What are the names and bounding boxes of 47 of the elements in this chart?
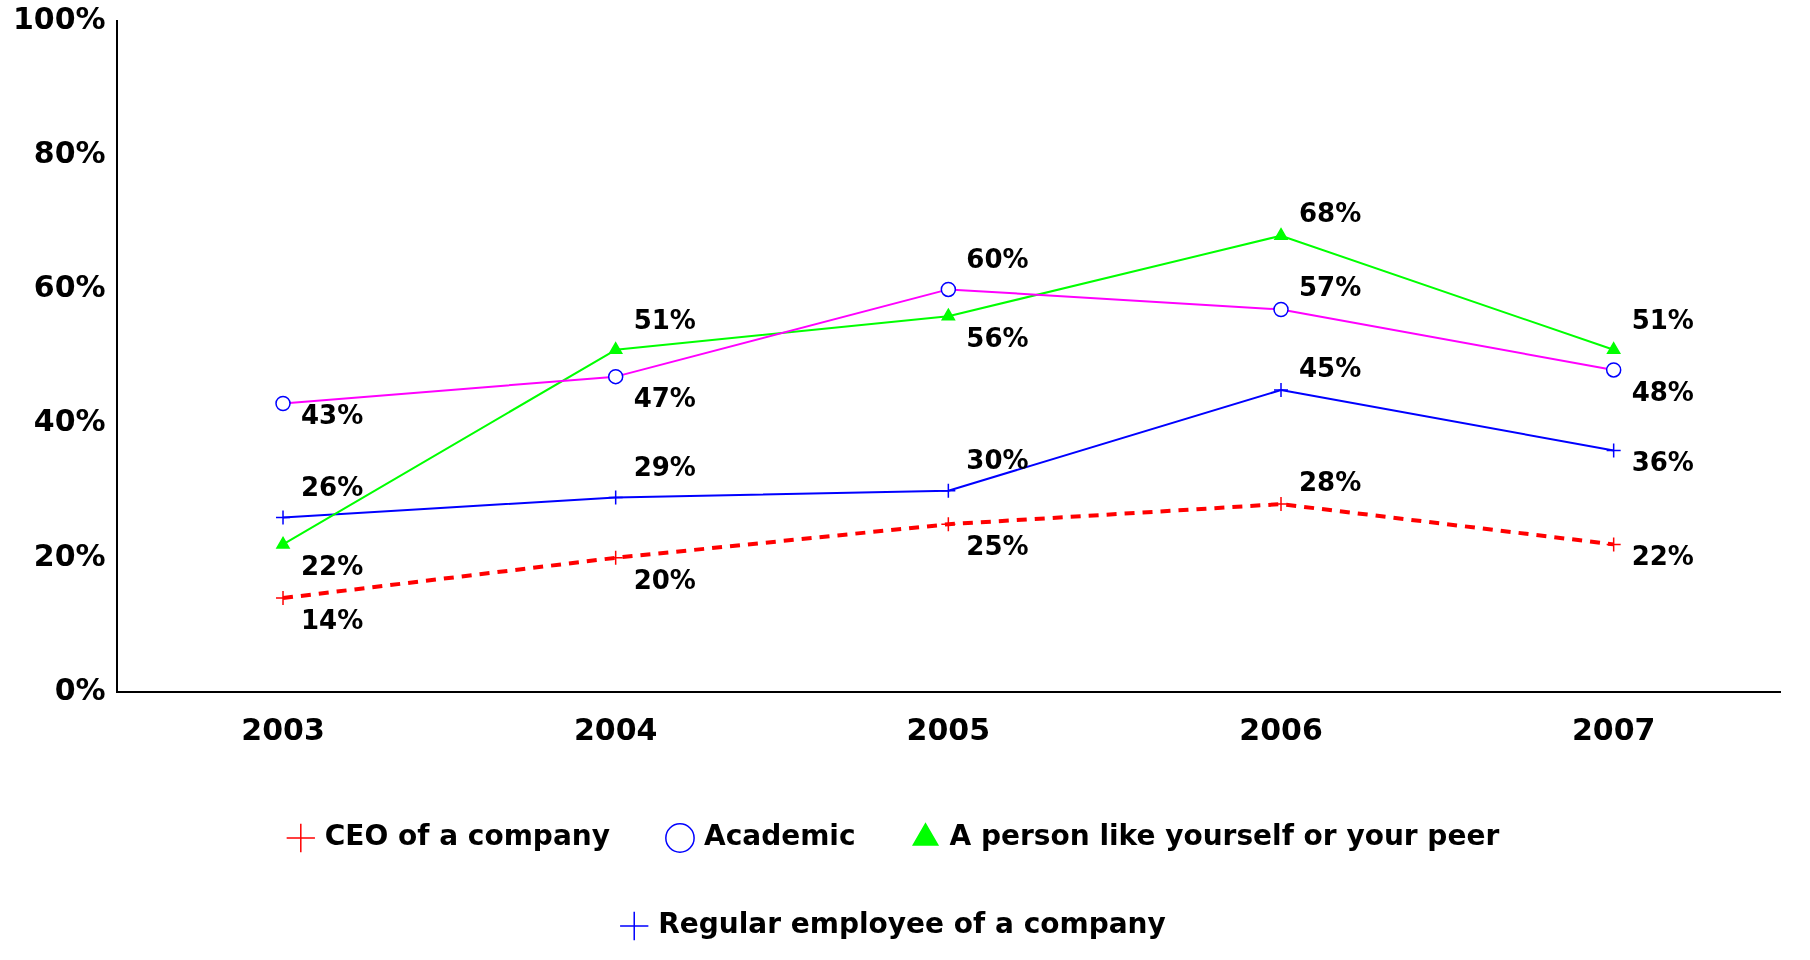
point xyxy=(608,342,623,355)
data-label: 56% xyxy=(966,322,1029,353)
y-tick-label: 0% xyxy=(54,671,106,707)
legend-label: A person like yourself or your peer xyxy=(949,819,1500,853)
data-label: 48% xyxy=(1631,376,1694,407)
point xyxy=(276,536,290,549)
data-label: 25% xyxy=(966,531,1029,561)
point xyxy=(940,482,957,499)
x-tick-label: 2003 xyxy=(241,711,325,747)
data-label: 26% xyxy=(301,472,364,503)
x-tick-label: 2004 xyxy=(573,711,658,747)
data-label: 36% xyxy=(1631,447,1694,478)
data-label: 14% xyxy=(301,604,364,635)
data-label: 30% xyxy=(966,445,1029,476)
point xyxy=(1605,442,1622,459)
data-label: 28% xyxy=(1299,466,1362,497)
y-tick-label: 20% xyxy=(33,537,106,573)
point xyxy=(941,308,956,321)
data-label: 68% xyxy=(1299,198,1362,229)
data-label: 22% xyxy=(1631,541,1694,572)
data-label: 22% xyxy=(301,551,364,582)
data-label: 20% xyxy=(633,564,696,595)
point xyxy=(1274,227,1288,240)
y-tick-label: 100% xyxy=(12,0,106,36)
point xyxy=(1606,342,1621,355)
x-tick-label: 2007 xyxy=(1571,711,1656,747)
point xyxy=(607,489,624,506)
data-label: 29% xyxy=(633,452,696,483)
data-label: 43% xyxy=(301,400,364,431)
y-tick-label: 80% xyxy=(33,135,106,170)
point xyxy=(275,509,291,526)
point xyxy=(1605,536,1622,553)
legend-label: CEO of a company xyxy=(324,819,610,853)
data-label: 51% xyxy=(633,304,696,335)
data-label: 51% xyxy=(1631,304,1694,335)
legend-label: Academic xyxy=(703,819,856,853)
data-label: 57% xyxy=(1299,272,1362,303)
y-tick-label: 40% xyxy=(33,403,106,439)
point xyxy=(940,516,957,532)
y-tick-label: 60% xyxy=(33,269,106,305)
x-tick-label: 2006 xyxy=(1239,711,1323,747)
x-tick-label: 2005 xyxy=(906,711,991,747)
data-label: 60% xyxy=(966,244,1029,275)
point xyxy=(1273,382,1289,398)
legend-label: Regular employee of a company xyxy=(658,907,1166,941)
data-label: 47% xyxy=(633,383,696,414)
data-label: 45% xyxy=(1299,352,1362,383)
